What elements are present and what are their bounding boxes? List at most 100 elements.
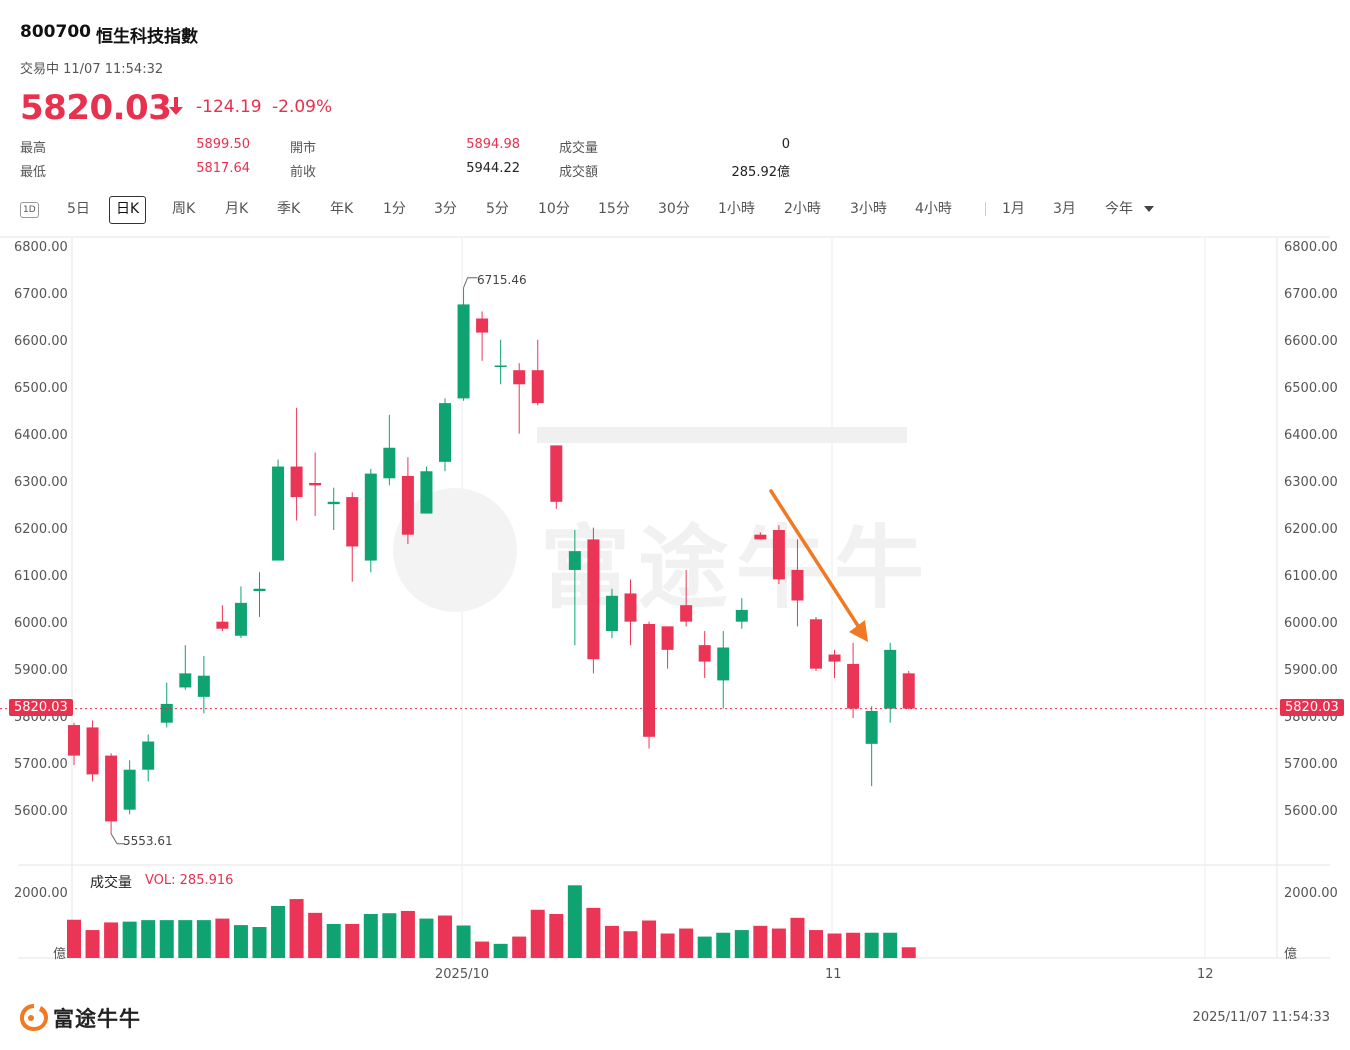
candle-body xyxy=(865,710,878,744)
date-label-dec: 12 xyxy=(1197,967,1214,982)
price-axis-left-label: 5600.00 xyxy=(14,804,68,819)
brand-name: 富途牛牛 xyxy=(53,1007,141,1031)
volume-bar xyxy=(215,918,230,958)
candle-body xyxy=(383,447,396,479)
candle-body xyxy=(197,675,210,697)
open-label: 開市 xyxy=(290,141,317,156)
volume-bar xyxy=(753,925,768,958)
tab-1d[interactable]: 1D xyxy=(20,202,39,218)
trading-status: 交易中 11/07 11:54:32 xyxy=(20,62,164,77)
price-axis-right-label: 6500.00 xyxy=(1284,381,1338,396)
tab-5d[interactable]: 5日 xyxy=(67,201,90,217)
tab-30min[interactable]: 30分 xyxy=(658,201,690,217)
volume-bar xyxy=(475,941,490,958)
watermark-logo-circle xyxy=(393,488,517,612)
volume-value-label: VOL: 285.916 xyxy=(145,873,234,888)
tab-10min[interactable]: 10分 xyxy=(538,201,570,217)
volume-bar xyxy=(85,930,100,958)
tab-5min[interactable]: 5分 xyxy=(486,201,509,217)
current-price-tag-left: 5820.03 xyxy=(9,698,73,716)
tab-3month[interactable]: 3月 xyxy=(1053,201,1076,217)
candle-body xyxy=(86,727,99,775)
tab-year-k[interactable]: 年K xyxy=(330,201,354,217)
price-axis-left-label: 6800.00 xyxy=(14,240,68,255)
tab-1month[interactable]: 1月 xyxy=(1002,201,1025,217)
prev-close-label: 前收 xyxy=(290,165,317,180)
price-axis-left-label: 6300.00 xyxy=(14,475,68,490)
candle-body xyxy=(327,501,340,505)
candle-body xyxy=(828,654,841,662)
candle-body xyxy=(142,741,155,770)
candle-body xyxy=(160,703,173,723)
volume-bar xyxy=(456,925,471,958)
price-axis-right-label: 6100.00 xyxy=(1284,569,1338,584)
price-axis-right-label: 6600.00 xyxy=(1284,334,1338,349)
tab-1hour[interactable]: 1小時 xyxy=(718,201,755,217)
price-axis-left-label: 6500.00 xyxy=(14,381,68,396)
price-axis-left-label: 6600.00 xyxy=(14,334,68,349)
tab-month-k[interactable]: 月K xyxy=(225,201,249,217)
tab-3hour[interactable]: 3小時 xyxy=(850,201,887,217)
current-price: 5820.03 xyxy=(20,88,172,128)
candle-body xyxy=(847,663,860,709)
tab-4hour[interactable]: 4小時 xyxy=(915,201,952,217)
volume-bar xyxy=(567,885,582,958)
tab-3min[interactable]: 3分 xyxy=(434,201,457,217)
volume-bar xyxy=(252,927,267,958)
volume-bar xyxy=(159,920,174,958)
price-axis-left-label: 6700.00 xyxy=(14,287,68,302)
volume-value: 0 xyxy=(781,137,790,152)
volume-bar xyxy=(178,920,193,958)
high-callout-line xyxy=(463,277,478,288)
footer-timestamp: 2025/11/07 11:54:33 xyxy=(1192,1010,1330,1025)
candle-body xyxy=(253,588,266,592)
volume-bar xyxy=(196,920,211,958)
vol-axis-right-2000: 2000.00 xyxy=(1284,886,1338,901)
candle-body xyxy=(531,370,544,404)
price-axis-right-label: 6700.00 xyxy=(1284,287,1338,302)
volume-bar xyxy=(790,917,805,958)
price-axis-left-label: 5700.00 xyxy=(14,757,68,772)
low-value: 5817.64 xyxy=(196,161,250,176)
annotation-arrow-head xyxy=(849,620,868,642)
tab-quarter-k[interactable]: 季K xyxy=(277,201,301,217)
watermark-logo: 富途牛牛 xyxy=(540,516,932,621)
candle-body xyxy=(105,755,118,822)
candle-body xyxy=(494,365,507,367)
futu-logo-icon xyxy=(18,1002,50,1036)
vol-axis-left-unit: 億 xyxy=(52,947,66,962)
high-callout: 6715.46 xyxy=(477,273,527,287)
candle-body xyxy=(364,473,377,561)
tab-2hour[interactable]: 2小時 xyxy=(784,201,821,217)
turnover-value: 285.92億 xyxy=(731,165,791,180)
volume-bar xyxy=(493,943,508,958)
volume-bar xyxy=(289,899,304,958)
price-axis-right-label: 6000.00 xyxy=(1284,616,1338,631)
volume-bar xyxy=(604,925,619,958)
tab-1min[interactable]: 1分 xyxy=(383,201,406,217)
volume-bar xyxy=(549,914,564,958)
volume-bar xyxy=(345,923,360,958)
tab-week-k[interactable]: 周K xyxy=(172,201,196,217)
tab-15min[interactable]: 15分 xyxy=(598,201,630,217)
volume-bar xyxy=(660,933,675,958)
tab-ytd[interactable]: 今年 xyxy=(1105,196,1155,222)
open-value: 5894.98 xyxy=(466,137,520,152)
stock-code: 800700 xyxy=(20,22,91,42)
tab-day-k[interactable]: 日K xyxy=(109,196,147,224)
volume-bar xyxy=(827,933,842,958)
candle-body xyxy=(476,318,489,333)
date-label-nov: 11 xyxy=(825,967,842,982)
candle-body xyxy=(902,673,915,709)
candle-body xyxy=(624,593,637,622)
price-axis-right-label: 6800.00 xyxy=(1284,240,1338,255)
volume-bar xyxy=(883,932,898,958)
price-axis-right-label: 6300.00 xyxy=(1284,475,1338,490)
candle-body xyxy=(420,471,433,514)
volume-bar xyxy=(512,936,527,958)
price-axis-left-label: 5900.00 xyxy=(14,663,68,678)
vol-axis-left-2000: 2000.00 xyxy=(14,886,68,901)
candle-body xyxy=(290,466,303,498)
price-axis-left-label: 6000.00 xyxy=(14,616,68,631)
